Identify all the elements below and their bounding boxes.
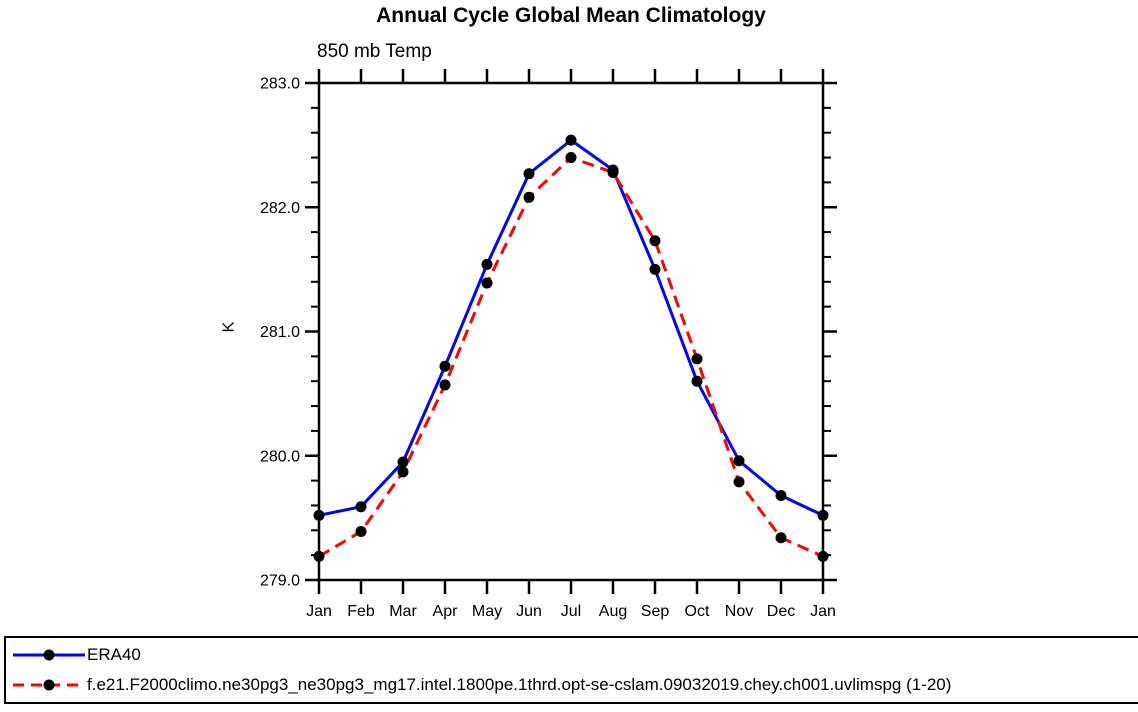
legend-swatch-solid-line-icon bbox=[13, 649, 85, 661]
x-tick-label: Jul bbox=[561, 603, 581, 620]
series-marker-1 bbox=[313, 550, 325, 562]
series-marker-0 bbox=[355, 501, 367, 513]
series-marker-0 bbox=[691, 375, 703, 387]
series-marker-1 bbox=[775, 532, 787, 544]
series-marker-0 bbox=[649, 263, 661, 275]
series-marker-1 bbox=[817, 550, 829, 562]
series-marker-0 bbox=[565, 134, 577, 146]
series-marker-0 bbox=[775, 490, 787, 502]
x-tick-label: Jan bbox=[306, 603, 332, 620]
series-marker-1 bbox=[397, 466, 409, 478]
series-marker-1 bbox=[649, 235, 661, 247]
chart-title: Annual Cycle Global Mean Climatology bbox=[376, 4, 766, 27]
x-tick-label: Jan bbox=[810, 603, 836, 620]
series-marker-1 bbox=[607, 166, 619, 178]
y-tick-label: 280.0 bbox=[260, 448, 300, 465]
y-tick-label: 282.0 bbox=[260, 200, 300, 217]
x-tick-label: Oct bbox=[685, 603, 710, 620]
chart-subtitle: 850 mb Temp bbox=[317, 41, 432, 62]
x-tick-label: Nov bbox=[725, 603, 753, 620]
x-tick-label: Sep bbox=[641, 603, 670, 620]
series-line-0 bbox=[318, 138, 824, 517]
series-marker-0 bbox=[523, 168, 535, 180]
series-marker-0 bbox=[313, 509, 325, 521]
series-line-1 bbox=[318, 156, 824, 558]
y-tick-label: 279.0 bbox=[260, 573, 300, 590]
series-marker-0 bbox=[481, 258, 493, 270]
series-marker-1 bbox=[481, 277, 493, 289]
series-marker-1 bbox=[565, 152, 577, 164]
x-tick-label: Apr bbox=[433, 603, 459, 620]
legend-box: ERA40 f.e21.F2000climo.ne30pg3_ne30pg3_m… bbox=[4, 636, 1138, 704]
series-marker-1 bbox=[439, 379, 451, 391]
x-tick-label: Feb bbox=[347, 603, 375, 620]
y-tick-label: 283.0 bbox=[260, 76, 300, 93]
legend-item-model: f.e21.F2000climo.ne30pg3_ne30pg3_mg17.in… bbox=[12, 672, 1138, 698]
legend-label-era40: ERA40 bbox=[87, 645, 141, 664]
series-marker-1 bbox=[355, 526, 367, 538]
series-marker-1 bbox=[523, 191, 535, 203]
x-tick-label: Aug bbox=[599, 603, 627, 620]
series-marker-1 bbox=[691, 353, 703, 365]
series-marker-0 bbox=[397, 456, 409, 468]
legend-item-era40: ERA40 bbox=[12, 642, 1138, 668]
x-tick-label: May bbox=[472, 603, 502, 620]
x-tick-label: Mar bbox=[389, 603, 417, 620]
series-marker-0 bbox=[733, 455, 745, 467]
legend-swatch-dashed-line-icon bbox=[13, 679, 85, 691]
series-marker-1 bbox=[733, 476, 745, 488]
series-marker-0 bbox=[817, 509, 829, 521]
x-tick-label: Jun bbox=[516, 603, 542, 620]
legend-label-model: f.e21.F2000climo.ne30pg3_ne30pg3_mg17.in… bbox=[87, 675, 952, 694]
series-marker-0 bbox=[439, 360, 451, 372]
y-tick-label: 281.0 bbox=[260, 324, 300, 341]
x-tick-label: Dec bbox=[767, 603, 795, 620]
